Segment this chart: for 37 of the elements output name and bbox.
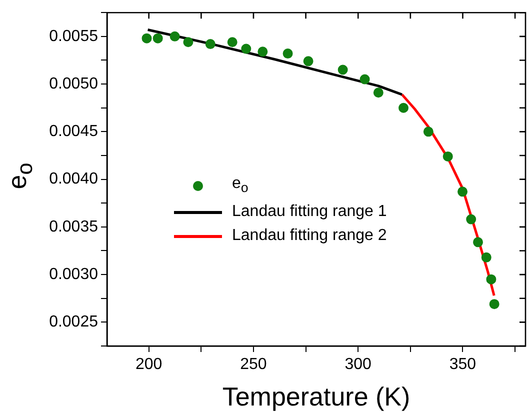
y-tick-label: 0.0035	[49, 218, 98, 236]
point	[170, 31, 180, 42]
point	[183, 37, 194, 48]
point	[303, 56, 314, 66]
y-tick-label: 0.0045	[49, 123, 98, 140]
point	[152, 33, 163, 44]
point	[338, 64, 348, 75]
x-tick-label: 300	[344, 356, 372, 374]
point	[258, 46, 268, 57]
y-tick-label: 0.0025	[49, 314, 98, 331]
point	[373, 88, 384, 98]
y-tick-label: 0.0055	[49, 28, 98, 45]
point	[466, 214, 476, 224]
point	[473, 237, 483, 248]
x-tick-label: 350	[449, 356, 476, 374]
x-axis-title: Temperature (K)	[222, 382, 410, 412]
y-tick-label: 0.0050	[49, 75, 98, 92]
y-tick-label: 0.0030	[49, 266, 98, 283]
point	[442, 151, 453, 162]
legend-label: Landau fitting range 2	[232, 226, 387, 246]
point	[227, 37, 238, 48]
point	[282, 48, 293, 59]
y-tick-label: 0.0040	[49, 170, 98, 188]
x-tick-label: 200	[136, 356, 162, 374]
x-tick-label: 250	[240, 356, 267, 374]
legend-label: e$_{o}$	[232, 174, 248, 198]
point	[398, 102, 409, 113]
point	[360, 74, 370, 84]
point	[142, 33, 152, 44]
point	[458, 186, 468, 197]
point	[205, 39, 216, 50]
point	[489, 299, 500, 310]
legend-label: Landau fitting range 1	[232, 202, 387, 222]
point	[486, 274, 496, 284]
point	[481, 252, 492, 262]
point	[241, 44, 252, 54]
point	[423, 126, 434, 137]
